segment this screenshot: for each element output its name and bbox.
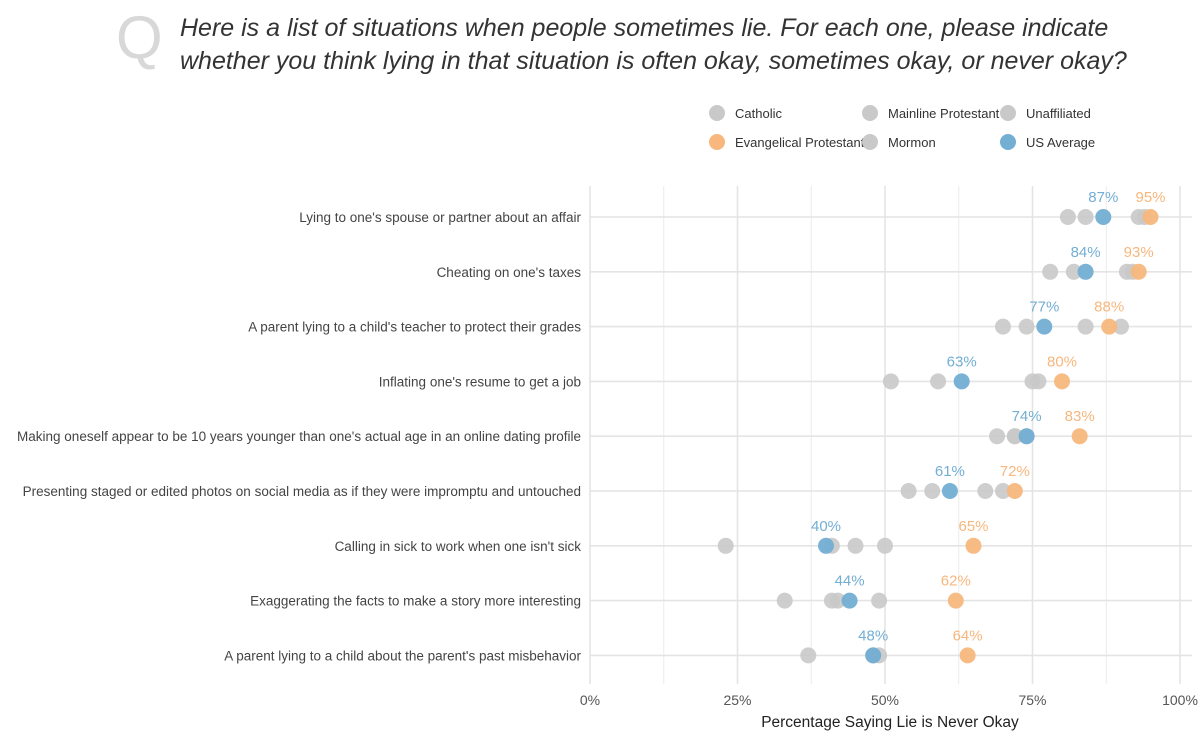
point-unaffiliated: [717, 537, 734, 554]
data-label-us-average: 61%: [935, 463, 965, 480]
legend-label: Catholic: [735, 106, 782, 121]
point-catholic: [1077, 209, 1094, 225]
category-label: Inflating one's resume to get a job: [379, 374, 581, 389]
point-mormon: [882, 373, 899, 390]
point-mormon: [900, 483, 917, 499]
point-mainline-protestant: [847, 537, 864, 554]
legend-swatch: [862, 134, 878, 150]
data-label-evangelical-protestant: 80%: [1047, 353, 1077, 370]
point-mainline-protestant: [1030, 373, 1047, 390]
data-label-us-average: 63%: [947, 353, 977, 370]
legend-label: Mainline Protestant: [888, 106, 1000, 121]
data-label-evangelical-protestant: 88%: [1094, 299, 1124, 316]
data-label-evangelical-protestant: 64%: [953, 627, 983, 644]
point-us-average: [841, 592, 858, 609]
point-us-average: [1018, 428, 1035, 445]
data-label-evangelical-protestant: 83%: [1065, 408, 1095, 425]
data-label-us-average: 48%: [858, 627, 888, 644]
point-unaffiliated: [1059, 209, 1076, 225]
point-evangelical-protestant: [1006, 483, 1023, 499]
point-unaffiliated: [776, 592, 793, 609]
point-unaffiliated: [995, 318, 1011, 335]
point-mainline-protestant: [823, 592, 840, 609]
legend-swatch: [1000, 105, 1016, 121]
legend-label: US Average: [1026, 135, 1095, 150]
point-evangelical-protestant: [1142, 209, 1159, 225]
point-catholic: [977, 483, 994, 499]
point-us-average: [941, 483, 958, 499]
point-mormon: [871, 592, 888, 609]
data-label-evangelical-protestant: 65%: [958, 518, 988, 535]
category-label: A parent lying to a child about the pare…: [224, 648, 581, 663]
legend-label: Mormon: [888, 135, 936, 150]
point-unaffiliated: [1042, 263, 1059, 280]
point-mainline-protestant: [995, 483, 1011, 499]
point-unaffiliated: [800, 647, 817, 664]
legend-swatch: [862, 105, 878, 121]
point-evangelical-protestant: [1101, 318, 1118, 335]
data-label-us-average: 84%: [1071, 244, 1101, 261]
chart-title: Here is a list of situations when people…: [180, 14, 1127, 75]
category-label: Making oneself appear to be 10 years you…: [17, 429, 581, 444]
point-evangelical-protestant: [965, 537, 982, 554]
point-us-average: [1077, 263, 1094, 280]
legend-swatch: [709, 105, 725, 121]
point-mainline-protestant: [1006, 428, 1023, 445]
point-unaffiliated: [930, 373, 947, 390]
point-us-average: [818, 537, 834, 554]
point-us-average: [953, 373, 970, 390]
point-evangelical-protestant: [959, 647, 976, 664]
point-mormon: [877, 537, 893, 554]
legend-label: Unaffiliated: [1026, 106, 1091, 121]
x-tick-label: 25%: [723, 692, 751, 708]
data-label-us-average: 87%: [1088, 189, 1118, 206]
category-label: A parent lying to a child's teacher to p…: [248, 320, 581, 335]
point-evangelical-protestant: [1071, 428, 1088, 445]
data-label-us-average: 44%: [835, 573, 865, 590]
data-label-us-average: 40%: [811, 518, 841, 535]
point-us-average: [865, 647, 882, 664]
point-catholic: [1018, 318, 1035, 335]
point-mainline-protestant: [1077, 318, 1094, 335]
x-tick-label: 100%: [1162, 692, 1198, 708]
x-tick-label: 0%: [580, 692, 600, 708]
point-catholic: [1065, 263, 1082, 280]
x-tick-label: 50%: [871, 692, 899, 708]
question-mark: Q: [116, 4, 163, 71]
data-label-evangelical-protestant: 93%: [1124, 244, 1154, 261]
category-label: Cheating on one's taxes: [437, 265, 582, 280]
category-label: Lying to one's spouse or partner about a…: [299, 210, 581, 225]
point-evangelical-protestant: [1130, 263, 1147, 280]
data-label-evangelical-protestant: 95%: [1135, 189, 1165, 206]
point-evangelical-protestant: [947, 592, 964, 609]
point-evangelical-protestant: [1054, 373, 1070, 390]
point-us-average: [1095, 209, 1112, 225]
category-label: Calling in sick to work when one isn't s…: [335, 539, 582, 554]
x-tick-label: 75%: [1018, 692, 1046, 708]
point-unaffiliated: [924, 483, 941, 499]
x-axis-label: Percentage Saying Lie is Never Okay: [761, 714, 1019, 731]
data-label-evangelical-protestant: 62%: [941, 573, 971, 590]
category-label: Exaggerating the facts to make a story m…: [250, 594, 581, 609]
category-label: Presenting staged or edited photos on so…: [23, 484, 581, 499]
point-unaffiliated: [989, 428, 1006, 445]
data-label-evangelical-protestant: 72%: [1000, 463, 1030, 480]
point-mormon: [1113, 318, 1129, 335]
data-label-us-average: 74%: [1012, 408, 1042, 425]
legend-swatch: [709, 134, 725, 150]
legend-swatch: [1000, 134, 1016, 150]
point-us-average: [1036, 318, 1053, 335]
data-label-us-average: 77%: [1029, 299, 1059, 316]
legend-label: Evangelical Protestant: [735, 135, 865, 150]
